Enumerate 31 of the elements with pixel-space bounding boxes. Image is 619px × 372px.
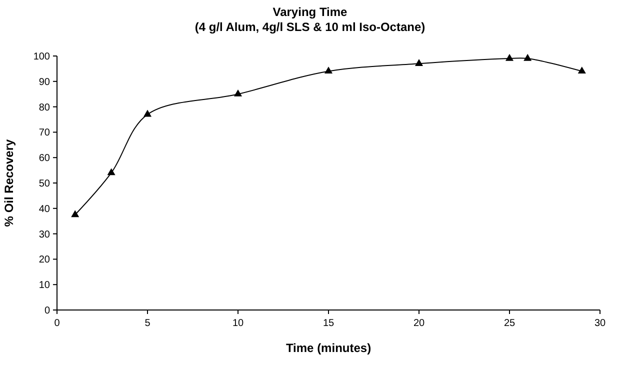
point bbox=[107, 168, 116, 176]
y-tick-label: 40 bbox=[38, 204, 50, 215]
x-tick-label: 0 bbox=[54, 318, 60, 329]
y-tick-label: 30 bbox=[38, 229, 50, 240]
y-tick-label: 50 bbox=[38, 178, 50, 190]
chart-title: Varying Time bbox=[272, 5, 348, 19]
x-tick-label: 25 bbox=[504, 318, 516, 329]
y-tick-label: 60 bbox=[38, 153, 50, 164]
y-tick-label: 70 bbox=[38, 128, 50, 139]
x-tick-label: 5 bbox=[144, 318, 151, 329]
point bbox=[324, 66, 333, 74]
chart-subtitle: (4 g/l Alum, 4g/l SLS & 10 ml Iso-Octane) bbox=[194, 20, 426, 34]
x-tick-label: 15 bbox=[322, 318, 334, 329]
y-tick-label: 0 bbox=[44, 306, 50, 316]
point bbox=[505, 54, 514, 61]
point bbox=[414, 58, 424, 66]
point bbox=[524, 54, 532, 61]
y-tick-label: 20 bbox=[38, 254, 50, 266]
x-axis-title: Time (minutes) bbox=[286, 341, 372, 355]
y-tick-label: 80 bbox=[38, 102, 50, 114]
x-tick-label: 10 bbox=[232, 318, 244, 329]
y-tick-label: 10 bbox=[38, 280, 50, 292]
point bbox=[71, 210, 80, 218]
y-axis-title: % Oil Recovery bbox=[2, 138, 16, 227]
point bbox=[143, 110, 152, 117]
point bbox=[234, 89, 242, 96]
point bbox=[578, 66, 586, 74]
x-tick-label: 30 bbox=[594, 318, 606, 329]
y-tick-label: 90 bbox=[38, 76, 50, 88]
y-tick-label: 100 bbox=[33, 52, 50, 62]
x-tick-label: 20 bbox=[413, 318, 425, 329]
